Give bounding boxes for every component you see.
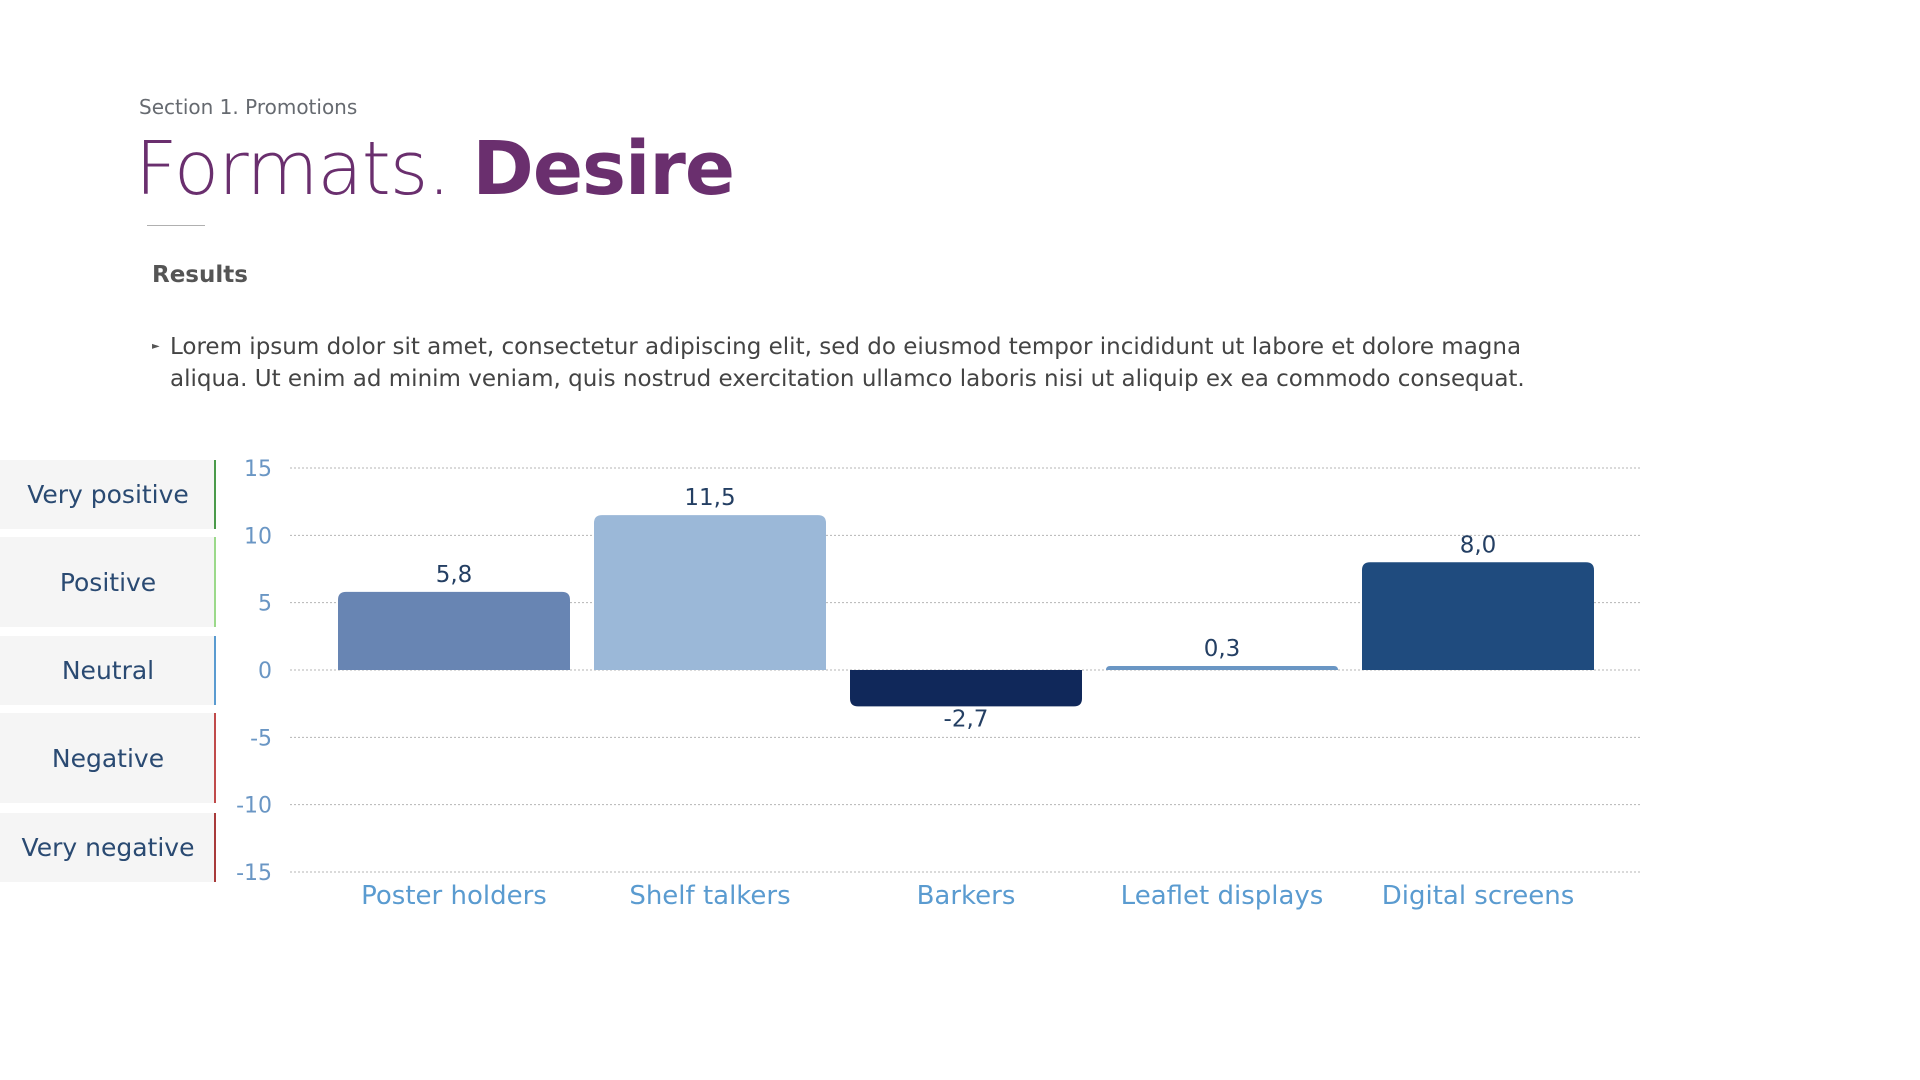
y-tick-label: 5 [258,592,272,617]
data-label: 5,8 [436,562,473,588]
y-tick-label: 15 [244,457,272,482]
data-label: 8,0 [1460,532,1497,558]
sentiment-label: Very negative [21,833,195,862]
y-tick-label: 0 [258,659,272,684]
sentiment-very-negative: Very negative [0,813,216,882]
data-label: 0,3 [1204,636,1241,662]
sentiment-label: Negative [51,743,165,773]
x-tick-label: Digital screens [1382,881,1575,911]
y-tick-label: -15 [236,861,272,886]
sentiment-bar [214,713,216,803]
sentiment-bar [214,537,216,627]
page-title-bold: Desire [472,126,735,212]
bar-shelf-talkers [594,515,826,670]
page-title-light: Formats. [135,126,451,212]
sentiment-label: Neutral [61,656,155,685]
sentiment-neutral: Neutral [0,636,216,705]
results-heading: Results [152,262,248,288]
bar-leaflet-displays [1106,665,1338,670]
data-label: 11,5 [684,485,735,511]
y-tick-label: -5 [250,726,272,751]
sentiment-label: Very positive [27,480,189,509]
page-title: Formats. Desire [135,124,735,214]
bar-barkers [850,670,1082,707]
y-tick-label: -10 [236,794,272,819]
title-divider [147,225,205,226]
sentiment-bar [214,460,216,529]
sentiment-negative: Negative [0,713,216,803]
results-bullet: ► Lorem ipsum dolor sit amet, consectetu… [152,331,1532,395]
sentiment-positive: Positive [0,537,216,627]
x-tick-label: Leaflet displays [1121,881,1324,911]
bullet-triangle-icon: ► [152,341,160,352]
bar-digital-screens [1362,562,1594,670]
x-tick-label: Poster holders [361,881,547,911]
x-tick-label: Shelf talkers [629,881,790,911]
sentiment-bar [214,813,216,882]
results-bullet-text: Lorem ipsum dolor sit amet, consectetur … [170,334,1525,392]
bar-poster-holders [338,591,570,670]
section-label: Section 1. Promotions [139,95,358,119]
y-tick-label: 10 [244,524,272,549]
x-tick-label: Barkers [917,881,1016,911]
sentiment-bar [214,636,216,705]
data-label: -2,7 [944,706,989,732]
sentiment-label: Positive [59,567,157,597]
sentiment-very-positive: Very positive [0,460,216,529]
